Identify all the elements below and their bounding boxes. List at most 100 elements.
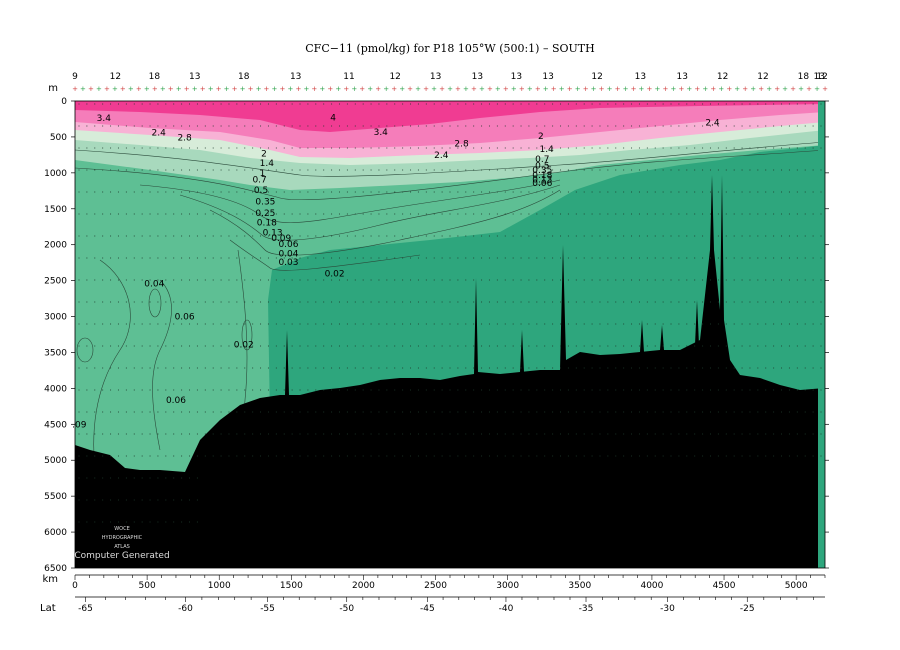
sample-point: [386, 455, 388, 457]
sample-point: [796, 103, 798, 105]
sample-point: [575, 125, 577, 127]
station-marker: +: [160, 85, 166, 93]
sample-point: [536, 323, 538, 325]
sample-point: [228, 367, 230, 369]
sample-point: [654, 257, 656, 259]
sample-point: [94, 235, 96, 237]
sample-point: [433, 455, 435, 457]
sample-point: [780, 367, 783, 369]
sea-floor-spikes: [285, 300, 699, 395]
sample-point: [552, 235, 554, 237]
sample-point: [283, 279, 285, 281]
sample-point: [733, 433, 735, 435]
sample-point: [788, 455, 790, 457]
sample-point: [465, 191, 467, 193]
sample-point: [110, 411, 112, 413]
sample-point: [315, 147, 317, 149]
sample-point: [631, 103, 633, 105]
sample-point: [496, 301, 498, 303]
sample-point: [481, 279, 483, 281]
sample-point: [409, 213, 412, 215]
sample-point: [702, 433, 704, 435]
sample-point: [749, 455, 751, 457]
sample-point: [283, 367, 285, 369]
sample-point: [457, 169, 459, 171]
sample-point: [354, 389, 356, 391]
station-marker: +: [152, 85, 158, 93]
sample-point: [323, 433, 325, 435]
sample-point: [299, 257, 301, 259]
station-number: 13: [511, 72, 522, 82]
sample-point: [473, 411, 475, 413]
sample-point: [520, 301, 522, 303]
sample-point: [275, 257, 277, 259]
sample-point: [252, 433, 254, 435]
sample-point: [686, 367, 688, 369]
sample-point: [733, 213, 735, 215]
sample-point: [520, 125, 522, 127]
station-marker: +: [455, 85, 461, 93]
sample-point: [78, 213, 80, 215]
sample-point: [804, 191, 806, 193]
station-number: 13: [635, 72, 646, 82]
sample-point: [125, 433, 127, 435]
sample-point: [165, 125, 167, 127]
sample-point: [409, 103, 412, 105]
sample-point: [733, 147, 735, 149]
sample-point: [820, 411, 822, 413]
sample-point: [196, 455, 198, 457]
sample-point: [741, 125, 743, 127]
sample-point: [228, 411, 230, 413]
sample-point: [457, 191, 459, 193]
sample-point: [425, 301, 427, 303]
sample-point: [378, 345, 380, 347]
sample-point: [386, 367, 388, 369]
sample-point: [536, 213, 538, 215]
sample-point: [346, 279, 348, 281]
sample-point: [188, 191, 191, 193]
sample-point: [615, 367, 617, 369]
sample-point: [449, 125, 451, 127]
sample-point: [615, 345, 617, 347]
sample-point: [496, 323, 498, 325]
sample-point: [165, 213, 167, 215]
sample-point: [188, 125, 191, 127]
sample-point: [488, 191, 491, 193]
sample-point: [725, 169, 727, 171]
sample-point: [741, 103, 743, 105]
sample-point: [267, 433, 269, 435]
sample-point: [638, 235, 640, 237]
sample-point: [552, 147, 554, 149]
sample-point: [820, 301, 822, 303]
contour-label: .09: [72, 420, 87, 430]
station-number: 18: [798, 72, 810, 82]
sample-point: [623, 235, 625, 237]
sample-point: [394, 433, 396, 435]
sample-point: [796, 411, 798, 413]
sample-point: [394, 103, 396, 105]
sample-point: [694, 345, 696, 347]
sample-point: [654, 345, 656, 347]
sample-point: [283, 257, 285, 259]
sample-point: [757, 389, 759, 391]
contour-label: 0.06: [278, 240, 298, 250]
sample-point: [346, 125, 348, 127]
sample-point: [252, 455, 254, 457]
sample-point: [331, 103, 333, 105]
sample-point: [402, 367, 404, 369]
sample-point: [749, 125, 751, 127]
sample-point: [260, 257, 262, 259]
sample-point: [236, 455, 238, 457]
sample-point: [125, 367, 127, 369]
sample-point: [465, 125, 467, 127]
depth-tick-label: 4500: [44, 420, 67, 430]
sample-point: [267, 191, 269, 193]
sample-point: [362, 279, 364, 281]
sample-point: [575, 235, 577, 237]
sample-point: [433, 411, 435, 413]
sample-point: [646, 213, 648, 215]
distance-tick-label: 0: [72, 581, 78, 591]
sample-point: [441, 323, 443, 325]
sample-point: [102, 367, 104, 369]
sample-point: [773, 279, 775, 281]
